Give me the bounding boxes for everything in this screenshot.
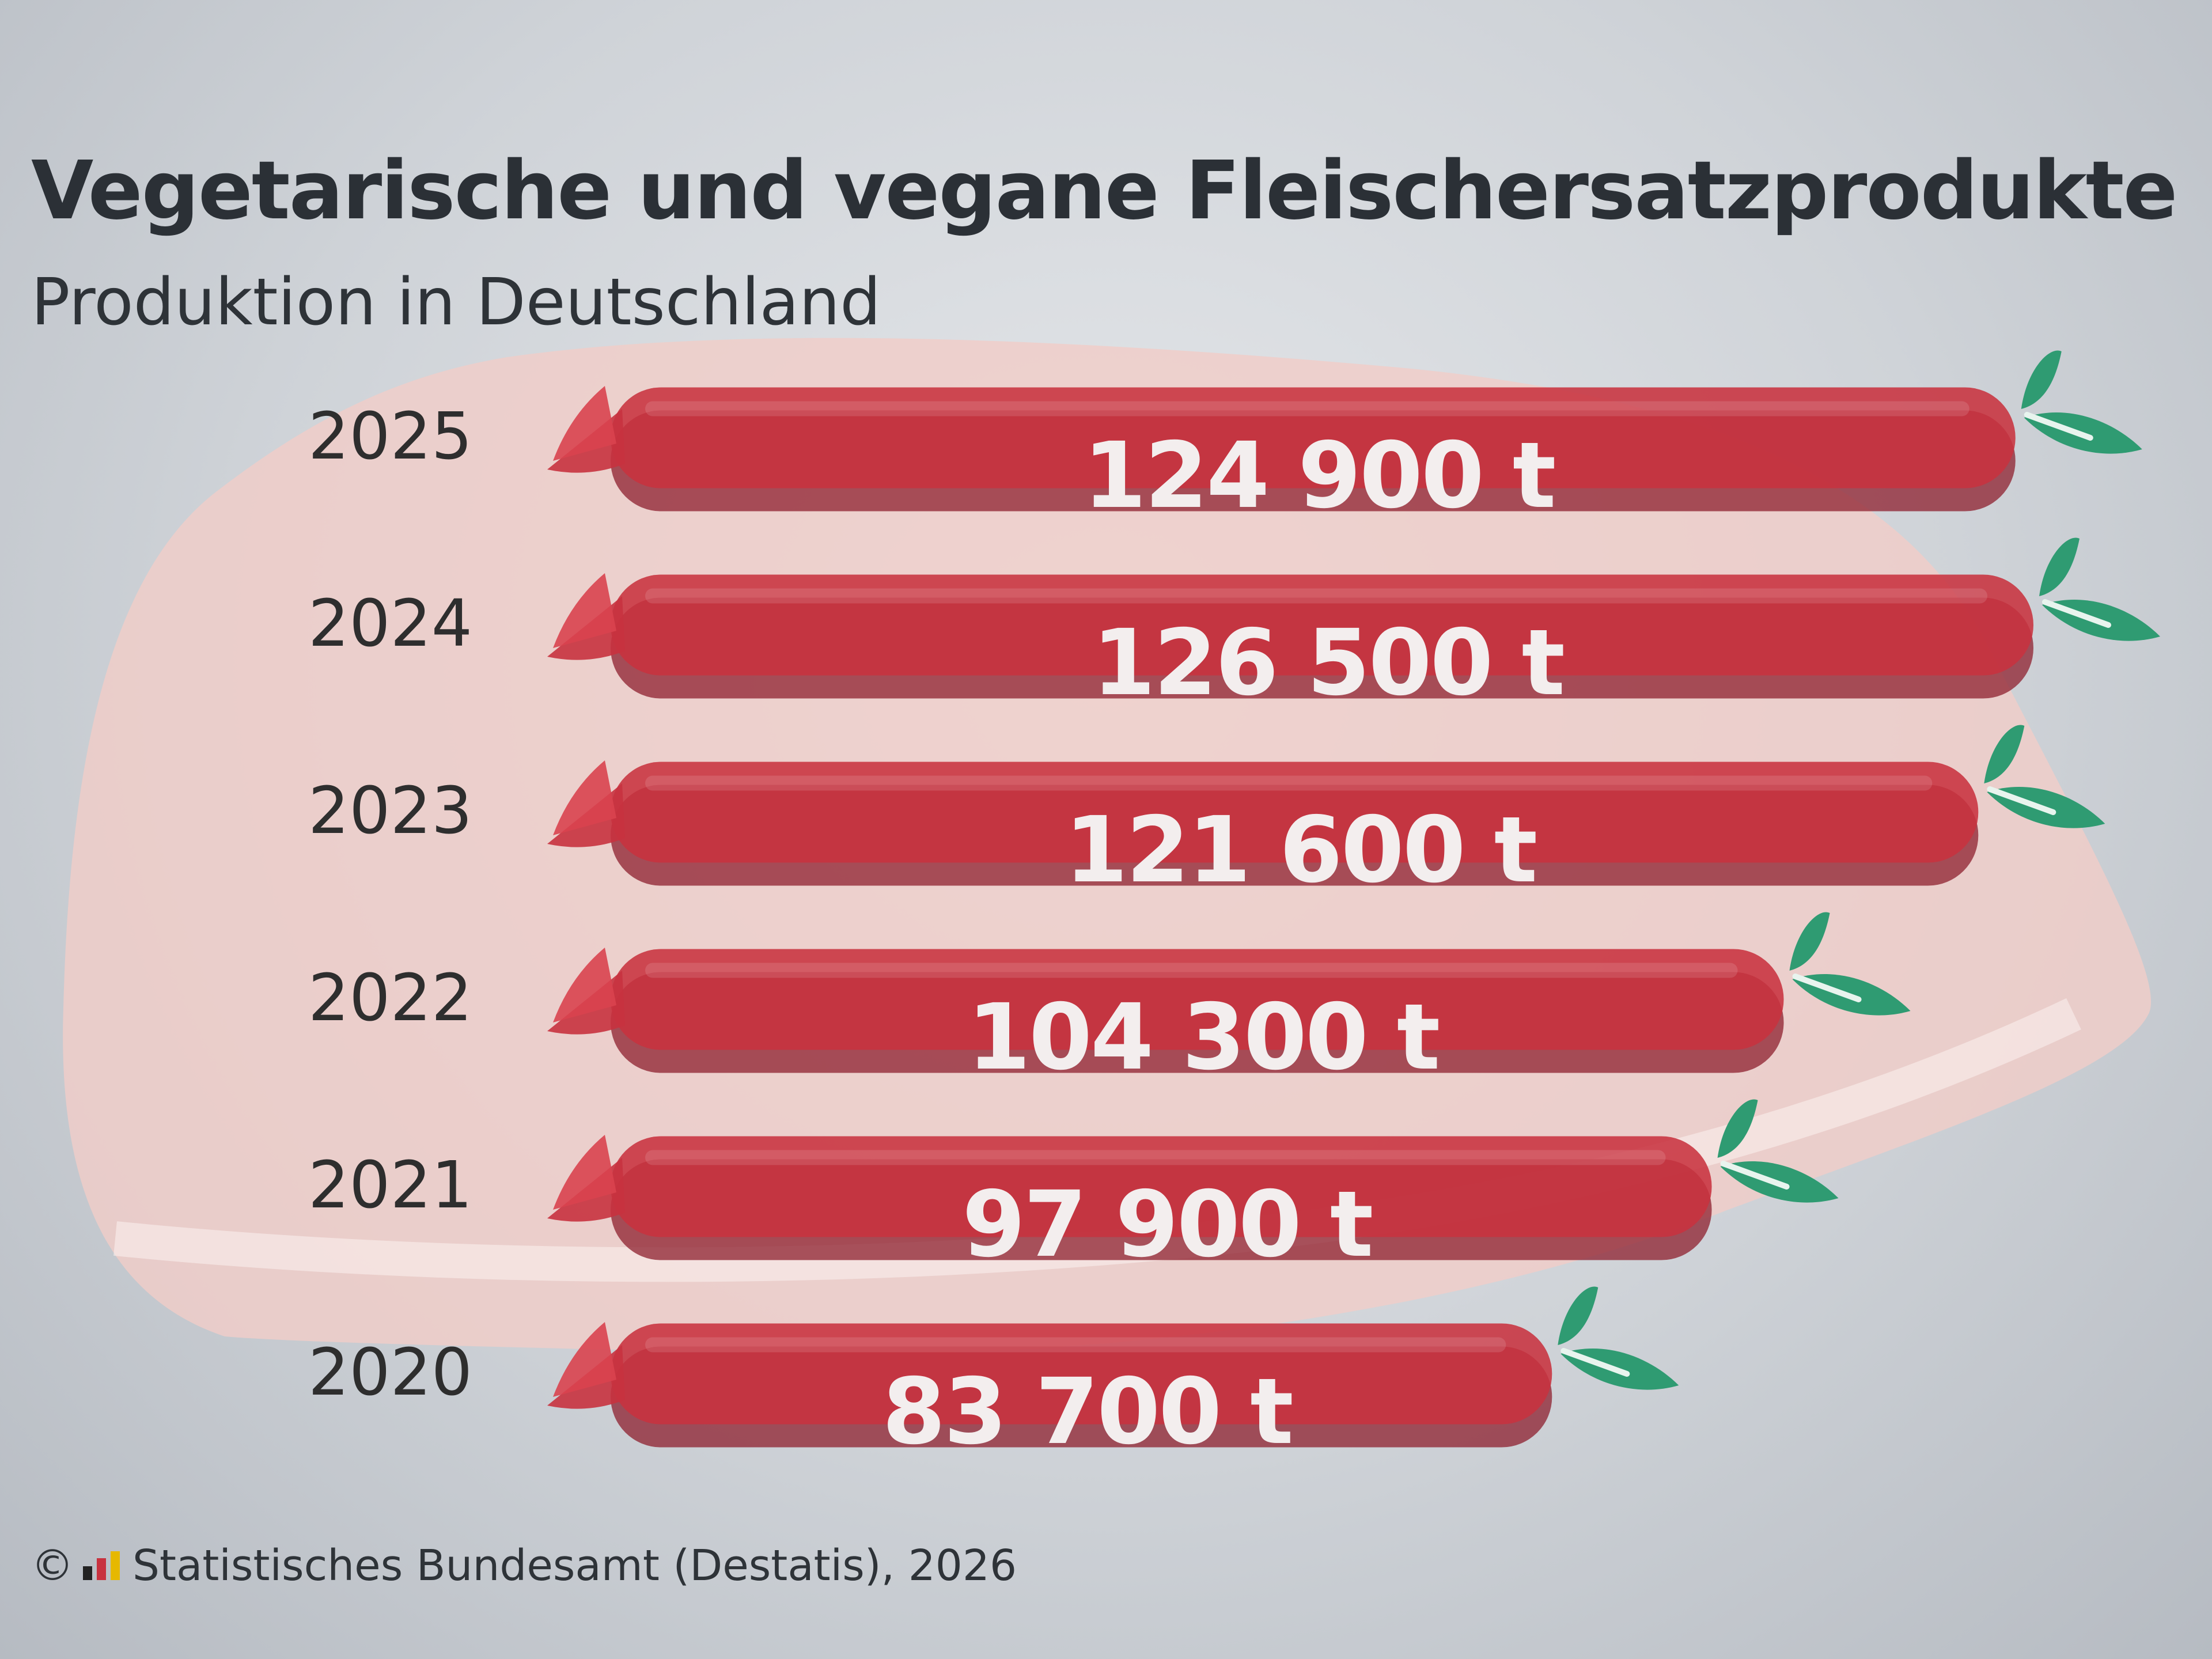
leaf-vein (1560, 1348, 1630, 1377)
copyright-symbol: © (31, 1541, 74, 1590)
year-label-2025: 2025 (308, 399, 472, 474)
leaf-icon (1717, 1099, 1758, 1158)
leaf-icon (2021, 350, 2062, 409)
sausage-body (611, 1136, 1712, 1237)
value-label-2025: 124 900 t (1083, 423, 1554, 529)
sausage-tip-knot (553, 1135, 616, 1210)
year-label-2022: 2022 (308, 961, 472, 1036)
bars-group: 2025 124 900 t 2024 126 500 t 2023 121 600 t 2… (308, 350, 2160, 1465)
sausage-body (611, 1323, 1552, 1425)
leaf-icon (1984, 725, 2025, 783)
chart-title: Vegetarische und vegane Fleischersatzpro… (31, 144, 2178, 238)
sausage-bar-2020 (547, 1286, 1679, 1448)
leaf-icon (1558, 1286, 1599, 1345)
sausage-tip-knot (553, 760, 616, 835)
sausage-highlight (645, 1150, 1666, 1165)
sausage-highlight (645, 401, 1969, 416)
sausage-bar-2024 (547, 537, 2160, 699)
leaf-icon (1789, 912, 1830, 971)
sausage-tip-knot (553, 1322, 616, 1397)
sausage-tip-knot (553, 386, 616, 461)
sausage-highlight (645, 775, 1933, 791)
sausage-tip-knot (553, 573, 616, 648)
year-label-2024: 2024 (308, 586, 472, 661)
sausage-bar-2023 (547, 725, 2105, 886)
value-label-2022: 104 300 t (967, 984, 1438, 1090)
sausage-body (611, 762, 1979, 863)
leaf-vein (2024, 412, 2093, 441)
sausage-body (611, 949, 1784, 1050)
sausage-body (611, 574, 2033, 676)
sausage-highlight (645, 588, 1987, 604)
year-label-2023: 2023 (308, 774, 472, 849)
value-label-2023: 121 600 t (1065, 797, 1536, 903)
destatis-logo-icon (83, 1551, 120, 1580)
sausage-body (611, 387, 2016, 488)
source-footer: © Statistisches Bundesamt (Destatis), 20… (31, 1541, 1017, 1590)
leaf-vein (1792, 974, 1862, 1002)
year-label-2020: 2020 (308, 1335, 472, 1410)
year-label-2021: 2021 (308, 1148, 472, 1223)
leaf-vein (2042, 599, 2111, 628)
source-text: Statistisches Bundesamt (Destatis), 2026 (132, 1541, 1017, 1590)
leaf-vein (1987, 786, 2056, 815)
sausage-bar-2022 (547, 912, 1911, 1073)
chart-subtitle: Produktion in Deutschland (31, 265, 881, 340)
sausage-highlight (645, 1337, 1506, 1353)
value-label-2020: 83 700 t (882, 1359, 1292, 1465)
sausage-tip-knot (553, 948, 616, 1022)
sausage-highlight (645, 963, 1738, 978)
sausage-bar-2021 (547, 1099, 1839, 1260)
leaf-icon (2039, 537, 2080, 596)
value-label-2021: 97 900 t (962, 1172, 1372, 1278)
leaf-vein (1720, 1161, 1790, 1190)
value-label-2024: 126 500 t (1092, 610, 1563, 716)
sausage-bar-2025 (547, 350, 2142, 512)
